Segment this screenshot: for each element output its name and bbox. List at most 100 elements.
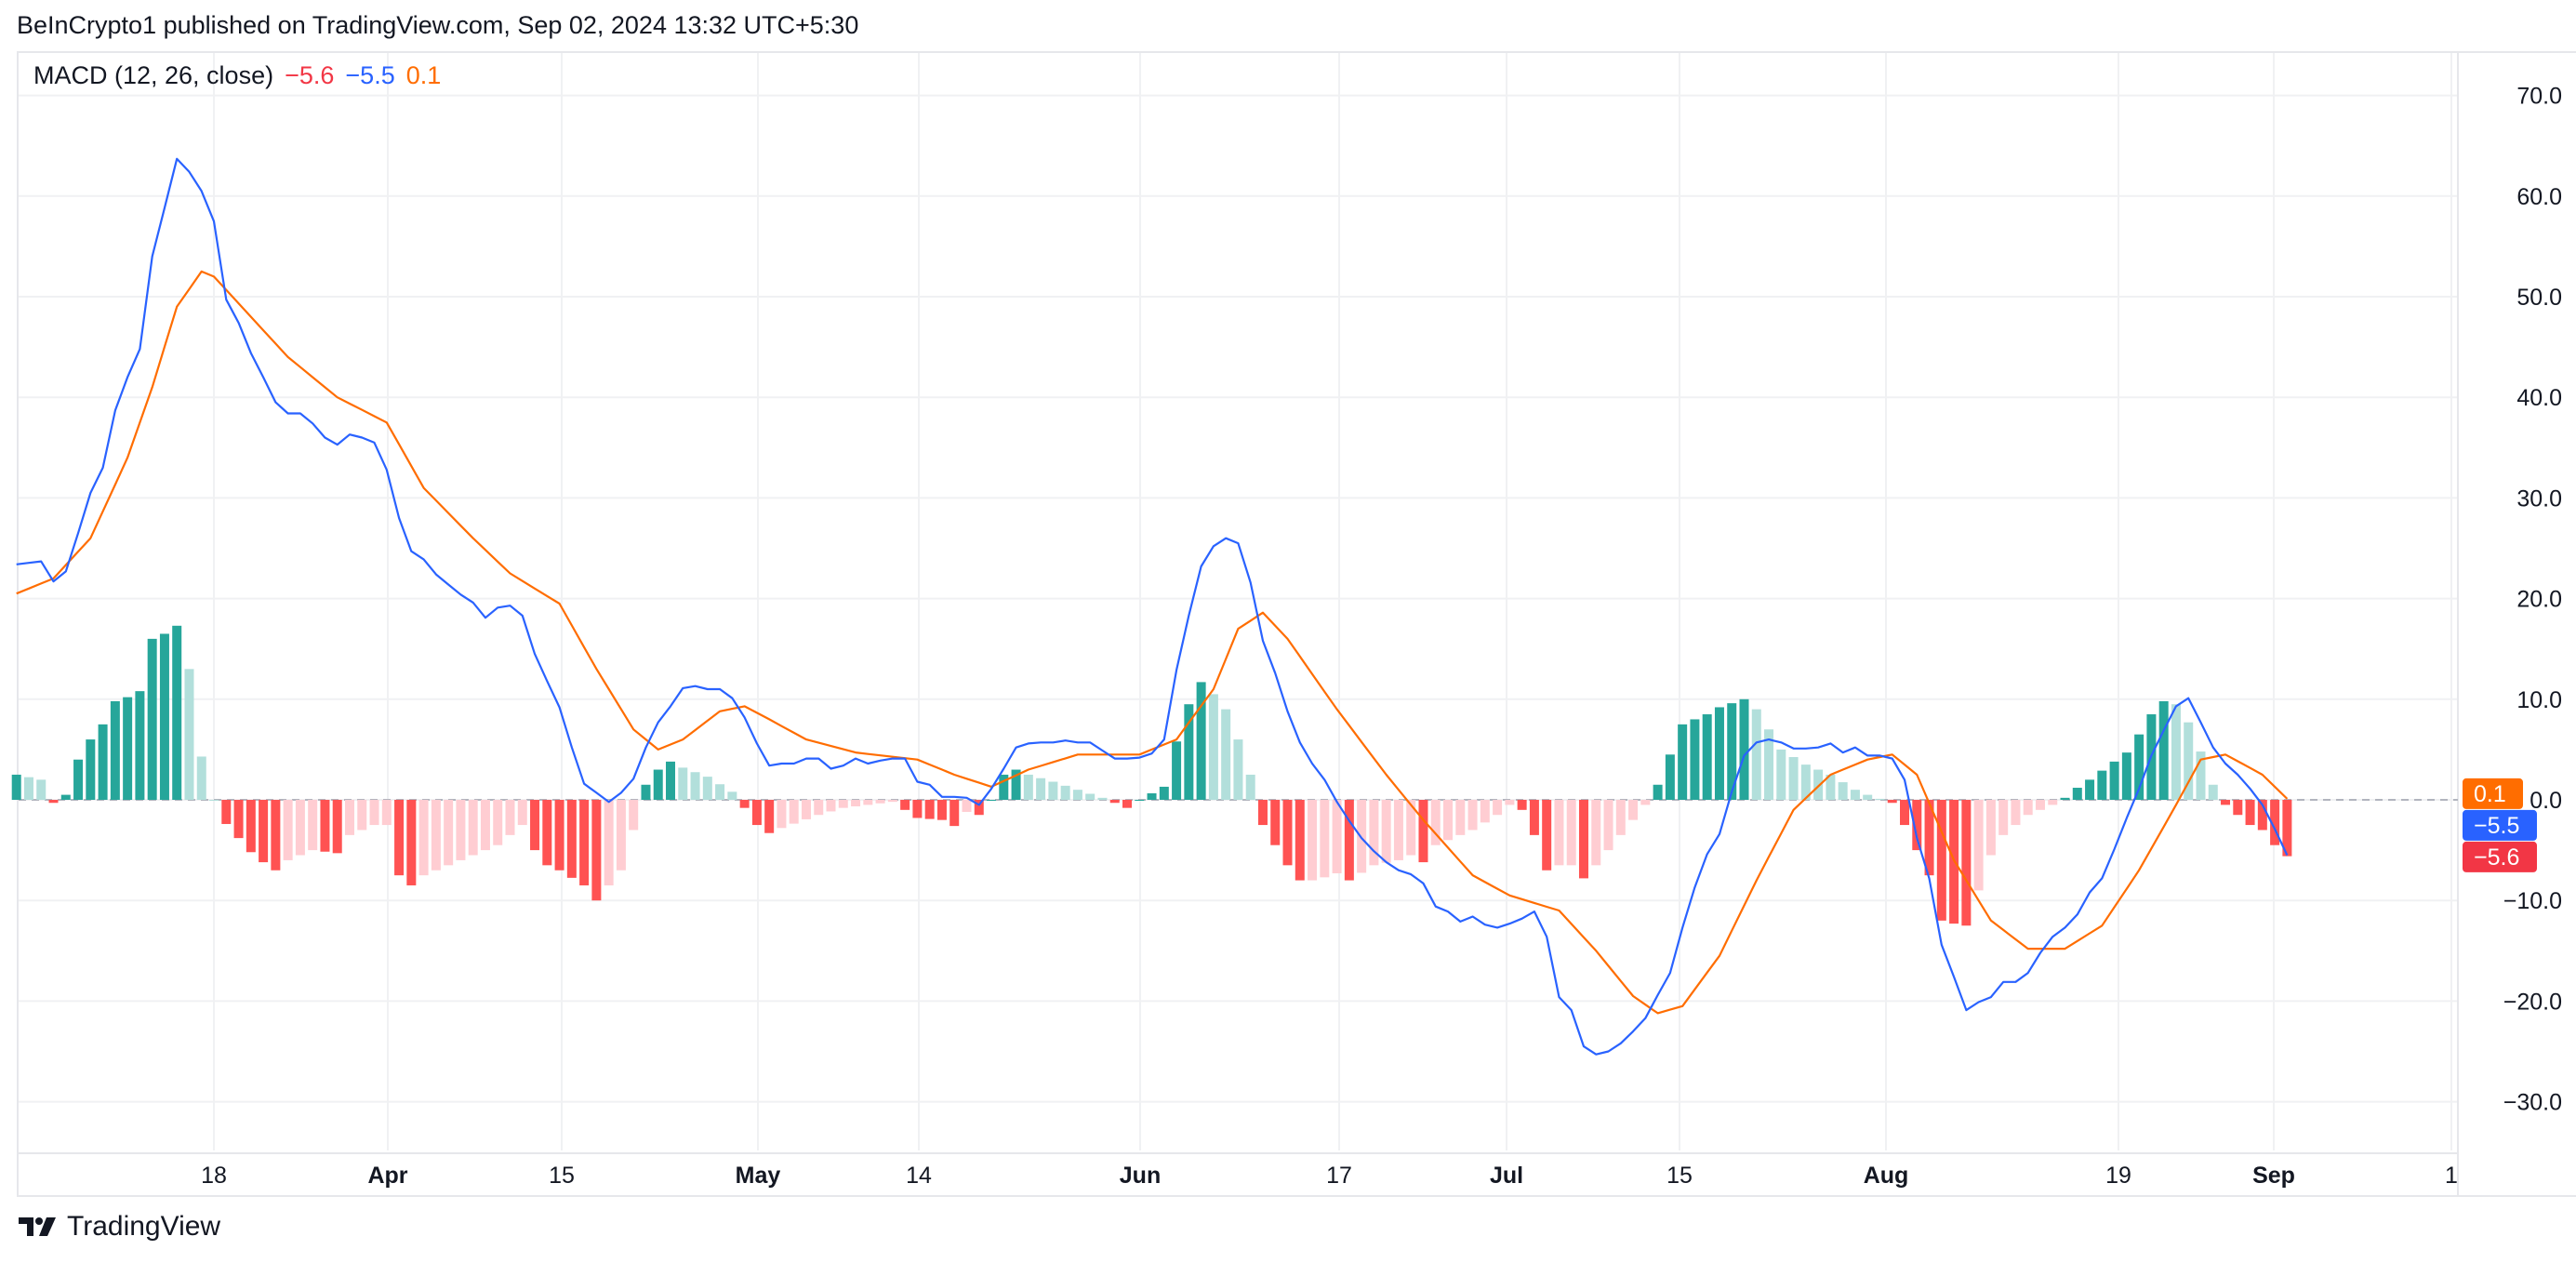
macd-value-badge: −5.5 — [2463, 809, 2537, 841]
histogram-bar — [1308, 800, 1318, 881]
histogram-bar — [1936, 800, 1946, 921]
histogram-bar — [1135, 800, 1145, 801]
histogram-bar — [616, 800, 626, 871]
histogram-bar — [1690, 719, 1700, 800]
histogram-bar — [2134, 734, 2144, 800]
histogram-bar — [1653, 784, 1663, 800]
histogram-bar — [702, 777, 712, 800]
histogram-bar — [23, 777, 33, 800]
histogram-bar — [1196, 682, 1206, 800]
histogram-bar — [1887, 800, 1897, 804]
histogram-bar — [1270, 800, 1281, 845]
histogram-bar — [962, 800, 972, 812]
histogram-bar — [826, 800, 836, 812]
histogram-bar — [629, 800, 639, 831]
histogram-bar — [36, 779, 46, 800]
y-tick-label: −20.0 — [2503, 989, 2562, 1015]
histogram-bar — [1406, 800, 1416, 856]
logo-text: TradingView — [67, 1211, 221, 1242]
histogram-bar — [2121, 752, 2131, 800]
x-tick-label: Aug — [1864, 1163, 1909, 1189]
histogram-bar — [1838, 782, 1848, 800]
histogram-bar — [1924, 800, 1934, 876]
histogram-bar — [999, 774, 1009, 800]
histogram-bar — [777, 800, 787, 829]
histogram-bar — [1578, 800, 1588, 879]
badge-text: −5.6 — [2474, 844, 2519, 871]
histogram-bar — [2270, 800, 2280, 845]
signal-line — [16, 270, 2289, 1015]
histogram-bar — [974, 800, 984, 816]
histogram-bar — [1505, 800, 1515, 805]
signal-value-badge: 0.1 — [2463, 778, 2523, 809]
histogram-bar — [1245, 774, 1255, 800]
y-tick-label: 60.0 — [2516, 184, 2562, 210]
histogram-bar — [2245, 800, 2255, 826]
histogram-bar — [2171, 704, 2181, 800]
macd-line — [16, 157, 2289, 1056]
histogram-bar — [887, 800, 897, 803]
histogram-bar — [554, 800, 564, 871]
histogram-bar — [1147, 792, 1157, 800]
histogram-bar — [1529, 800, 1539, 835]
histogram-bar — [1640, 800, 1651, 805]
histogram-bar — [1381, 800, 1391, 863]
legend-histogram-value: −5.6 — [285, 61, 335, 89]
histogram-bar — [2158, 700, 2169, 800]
histogram-bar — [1048, 781, 1058, 800]
histogram-bar — [2208, 784, 2218, 800]
histogram-bar — [1826, 774, 1836, 800]
histogram-bar — [1072, 790, 1082, 800]
indicator-legend[interactable]: MACD (12, 26, close) −5.6 −5.5 0.1 — [33, 61, 441, 90]
histogram-bar — [1751, 709, 1761, 800]
histogram-bar — [2023, 800, 2033, 816]
histogram-bar — [1430, 800, 1441, 845]
histogram-bar — [739, 800, 750, 808]
histogram-bar — [1517, 800, 1527, 810]
histogram-bar — [159, 633, 169, 800]
tradingview-logo-icon — [19, 1217, 56, 1236]
histogram-bar — [591, 800, 602, 901]
histogram-bar — [2257, 800, 2267, 831]
histogram-bar — [369, 800, 379, 826]
histogram-bar — [1418, 800, 1428, 863]
histogram-bar — [838, 800, 848, 808]
histogram-bar — [184, 669, 194, 800]
histogram-bar — [48, 800, 59, 804]
y-tick-label: 0.0 — [2530, 788, 2562, 814]
histogram-bar — [2011, 800, 2021, 826]
histogram-bar — [764, 800, 775, 833]
histogram-bar — [801, 800, 811, 819]
legend-macd-value: −5.5 — [345, 61, 395, 89]
histogram-bar — [1554, 800, 1564, 866]
histogram-bar — [949, 800, 960, 827]
histogram-bar — [1097, 797, 1108, 800]
histogram-bar — [1023, 774, 1033, 800]
chart-frame — [17, 51, 2576, 1197]
histogram-bar — [604, 800, 614, 885]
histogram-bar — [1850, 790, 1860, 800]
histogram-bar — [875, 800, 885, 804]
histogram-bar — [480, 800, 490, 851]
badge-text: −5.5 — [2474, 813, 2519, 839]
histogram-bar — [1800, 764, 1811, 800]
y-tick-label: 70.0 — [2516, 84, 2562, 110]
histogram-bar — [1257, 800, 1268, 826]
histogram-bar — [221, 800, 232, 824]
x-tick-label: 1 — [2445, 1163, 2458, 1189]
histogram-bar — [1863, 794, 1873, 800]
histogram-bar — [86, 739, 96, 800]
histogram-bar — [678, 767, 688, 800]
histogram-bar — [1455, 800, 1466, 835]
y-tick-label: 20.0 — [2516, 587, 2562, 613]
histogram-bar — [2097, 770, 2107, 800]
histogram-bar — [209, 800, 219, 801]
tradingview-logo[interactable]: TradingView — [19, 1211, 220, 1243]
histogram-bar — [60, 794, 71, 800]
x-tick-label: 14 — [906, 1163, 932, 1189]
histogram-bar — [1357, 800, 1367, 873]
y-tick-label: 10.0 — [2516, 687, 2562, 713]
y-tick-label: −10.0 — [2503, 888, 2562, 914]
histogram-bar — [246, 800, 256, 853]
